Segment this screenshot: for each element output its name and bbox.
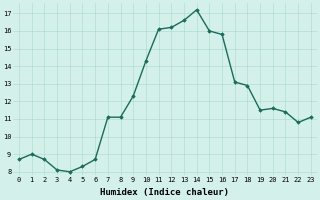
X-axis label: Humidex (Indice chaleur): Humidex (Indice chaleur) [100, 188, 229, 197]
